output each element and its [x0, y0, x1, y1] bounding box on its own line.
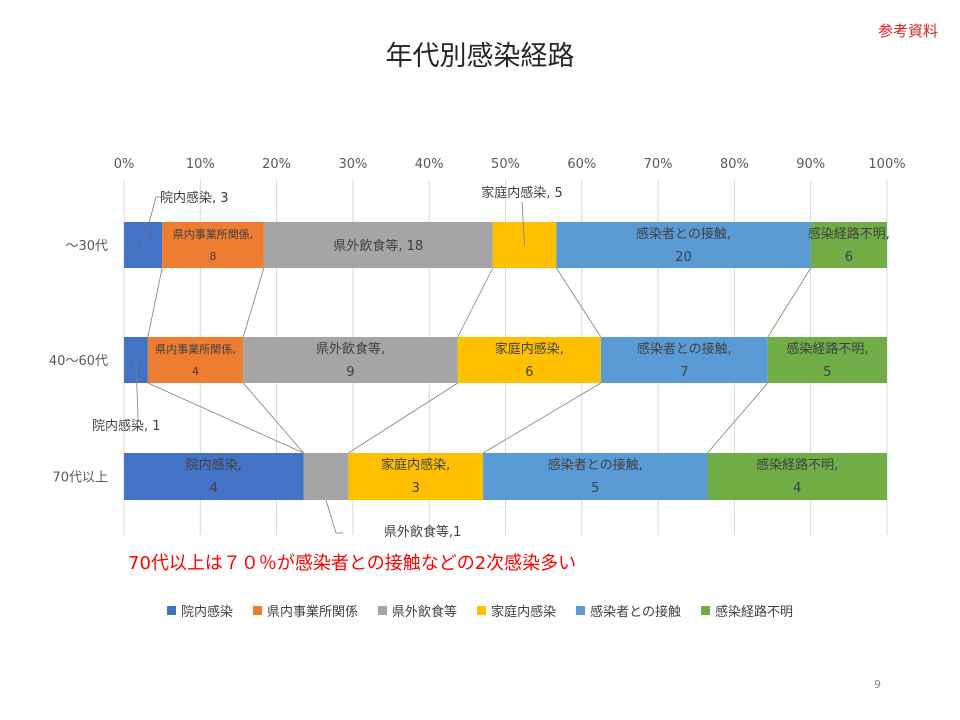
- x-tick-label: 20%: [262, 157, 291, 172]
- chart-title: 年代別感染経路: [385, 41, 575, 72]
- legend-label: 感染者との接触: [590, 605, 681, 620]
- legend-item: 県外飲食等: [378, 601, 457, 620]
- x-tick-label: 50%: [491, 157, 520, 172]
- data-label: 県内事業所関係, 8: [173, 227, 254, 263]
- data-label: 県外飲食等,1: [384, 524, 461, 540]
- bar-segment: [263, 222, 493, 268]
- data-label: 感染経路不明, 6: [808, 226, 890, 265]
- series-connector: [767, 267, 812, 338]
- x-tick-label: 70%: [644, 157, 673, 172]
- series-connector: [457, 267, 494, 338]
- data-label: 家庭内感染, 3: [381, 457, 450, 496]
- chart-legend: 院内感染 県内事業所関係 県外飲食等 家庭内感染 感染者との接触 感染経路不明: [0, 601, 960, 620]
- x-tick-label: 60%: [567, 157, 596, 172]
- bar-segment: [600, 337, 768, 383]
- bar-segment: [767, 337, 887, 383]
- bar-segment: [556, 222, 811, 268]
- bar-segment: [457, 337, 601, 383]
- bar-segment: [707, 453, 887, 500]
- label-leader-line: [521, 201, 525, 246]
- label-leader-line: [142, 196, 165, 246]
- x-tick-label: 80%: [720, 157, 749, 172]
- data-label: 感染者との接触, 5: [548, 457, 643, 496]
- x-tick-label: 90%: [796, 157, 825, 172]
- data-label: 家庭内感染, 5: [481, 185, 563, 201]
- series-connector: [147, 267, 163, 338]
- legend-item: 院内感染: [167, 601, 233, 620]
- legend-item: 家庭内感染: [477, 601, 556, 620]
- page-number: 9: [874, 678, 881, 691]
- x-tick-label: 40%: [415, 157, 444, 172]
- legend-label: 院内感染: [181, 605, 234, 620]
- category-label: ～30代: [65, 239, 108, 254]
- series-connector: [348, 382, 459, 454]
- legend-label: 県外飲食等: [392, 605, 458, 620]
- data-label: 院内感染, 1: [92, 418, 161, 434]
- legend-item: 感染者との接触: [576, 601, 681, 620]
- data-label: 家庭内感染, 6: [495, 341, 564, 380]
- label-leader-line: [325, 499, 343, 534]
- legend-swatch: [167, 606, 177, 615]
- legend-item: 県内事業所関係: [253, 601, 358, 620]
- bar-segment: [810, 222, 887, 268]
- legend-item: 感染経路不明: [700, 601, 793, 620]
- legend-swatch: [576, 606, 586, 615]
- x-tick-label: 10%: [186, 157, 215, 172]
- data-label: 感染者との接触, 20: [636, 226, 731, 265]
- series-connector: [482, 382, 602, 454]
- data-label: 県内事業所関係, 4: [155, 342, 236, 378]
- bar-segment: [483, 453, 708, 500]
- data-label: 感染経路不明, 4: [756, 457, 838, 496]
- data-label: 県外飲食等, 9: [316, 341, 385, 380]
- bar-segment: [162, 222, 264, 268]
- legend-swatch: [700, 606, 710, 615]
- bar-segment: [348, 453, 484, 500]
- category-label: 70代以上: [52, 471, 108, 486]
- legend-swatch: [253, 606, 263, 615]
- annotation-note: 70代以上は７０％が感染者との接触などの2次感染多い: [128, 553, 577, 574]
- series-connector: [147, 382, 304, 454]
- legend-swatch: [378, 606, 388, 615]
- x-tick-label: 30%: [338, 157, 367, 172]
- series-connector: [556, 267, 602, 338]
- series-connector: [707, 382, 769, 454]
- x-tick-label: 0%: [114, 157, 135, 172]
- data-label: 県外飲食等, 18: [333, 238, 423, 254]
- legend-label: 家庭内感染: [491, 605, 557, 620]
- data-label: 院内感染, 3: [160, 190, 229, 206]
- bar-segment: [124, 453, 304, 500]
- label-leader-line: [135, 359, 139, 419]
- bar-segment: [243, 337, 458, 383]
- legend-label: 感染経路不明: [714, 605, 793, 620]
- bar-segment: [303, 453, 349, 500]
- series-connector: [242, 382, 304, 454]
- legend-label: 県内事業所関係: [267, 605, 359, 620]
- data-label: 感染経路不明, 5: [786, 341, 868, 380]
- category-label: 40～60代: [49, 354, 108, 369]
- x-tick-label: 100%: [868, 157, 905, 172]
- reference-material-label: 参考資料: [877, 22, 938, 40]
- data-label: 院内感染, 4: [186, 457, 242, 496]
- legend-swatch: [477, 606, 487, 615]
- data-label: 感染者との接触, 7: [637, 341, 732, 380]
- series-connector: [242, 267, 265, 338]
- bar-segment: [147, 337, 244, 383]
